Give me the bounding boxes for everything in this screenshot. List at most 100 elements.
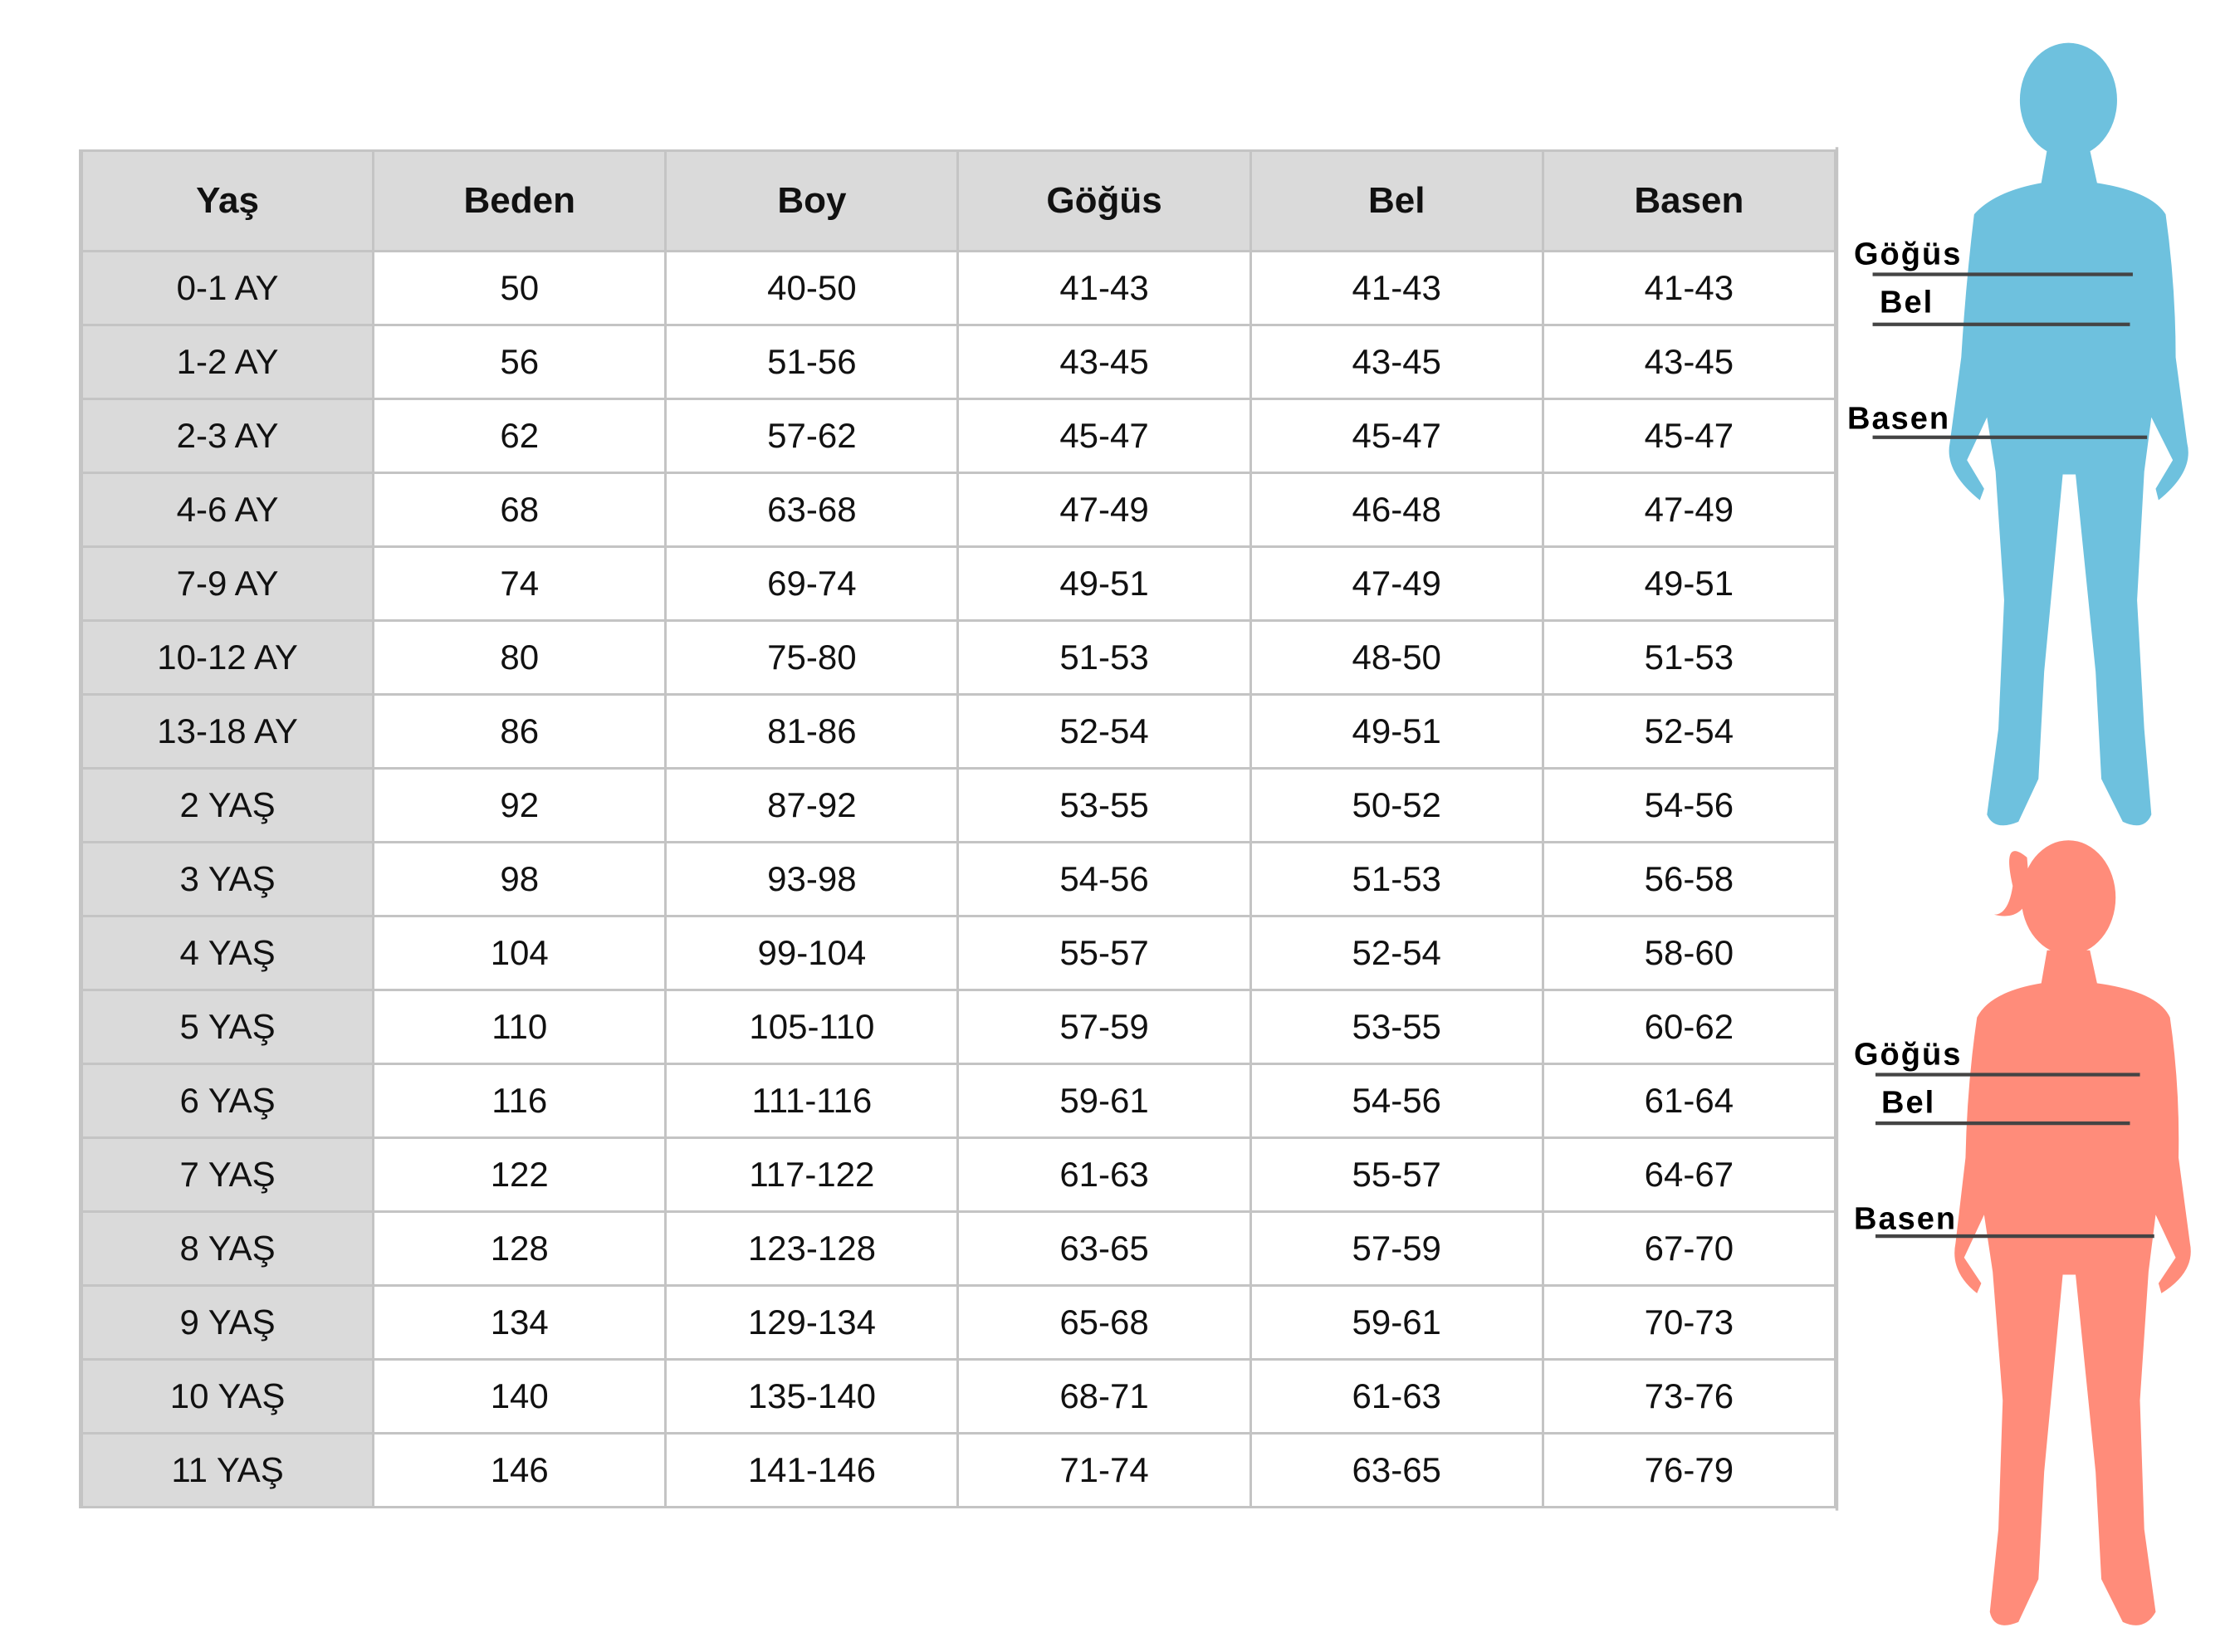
table-cell: 59-61 bbox=[1249, 1284, 1544, 1361]
table-cell: 123-128 bbox=[664, 1210, 960, 1287]
table-cell: 75-80 bbox=[664, 619, 960, 696]
age-cell: 2-3 AY bbox=[79, 398, 375, 474]
table-cell: 69-74 bbox=[664, 545, 960, 622]
column-header: Göğüs bbox=[956, 149, 1252, 252]
table-cell: 54-56 bbox=[1541, 767, 1837, 843]
girl-hip-label: Basen bbox=[1854, 1201, 1958, 1237]
table-cell: 80 bbox=[372, 619, 668, 696]
column-header: Boy bbox=[664, 149, 960, 252]
table-cell: 52-54 bbox=[956, 693, 1252, 770]
table-cell: 49-51 bbox=[956, 545, 1252, 622]
age-cell: 11 YAŞ bbox=[79, 1432, 375, 1508]
table-cell: 41-43 bbox=[1249, 250, 1544, 326]
table-cell: 41-43 bbox=[956, 250, 1252, 326]
table-cell: 71-74 bbox=[956, 1432, 1252, 1508]
table-cell: 40-50 bbox=[664, 250, 960, 326]
table-cell: 98 bbox=[372, 841, 668, 917]
table-cell: 46-48 bbox=[1249, 472, 1544, 548]
table-cell: 51-53 bbox=[1541, 619, 1837, 696]
table-cell: 61-64 bbox=[1541, 1063, 1837, 1139]
table-cell: 41-43 bbox=[1541, 250, 1837, 326]
table-row: 2-3 AY 62 57-62 45-47 45-47 45-47 bbox=[79, 398, 1837, 474]
table-cell: 87-92 bbox=[664, 767, 960, 843]
table-row: 4-6 AY 68 63-68 47-49 46-48 47-49 bbox=[79, 472, 1837, 548]
table-row: 10 YAŞ 140 135-140 68-71 61-63 73-76 bbox=[79, 1358, 1837, 1435]
table-cell: 99-104 bbox=[664, 915, 960, 991]
table-row: 0-1 AY 50 40-50 41-43 41-43 41-43 bbox=[79, 250, 1837, 326]
table-cell: 51-53 bbox=[956, 619, 1252, 696]
age-cell: 5 YAŞ bbox=[79, 989, 375, 1065]
age-cell: 7-9 AY bbox=[79, 545, 375, 622]
table-cell: 111-116 bbox=[664, 1063, 960, 1139]
age-cell: 10 YAŞ bbox=[79, 1358, 375, 1435]
table-row: 7-9 AY 74 69-74 49-51 47-49 49-51 bbox=[79, 545, 1837, 622]
table-cell: 50 bbox=[372, 250, 668, 326]
table-cell: 43-45 bbox=[1249, 324, 1544, 400]
table-header-row: Yaş Beden Boy Göğüs Bel Basen bbox=[79, 149, 1837, 252]
table-row: 3 YAŞ 98 93-98 54-56 51-53 56-58 bbox=[79, 841, 1837, 917]
table-cell: 73-76 bbox=[1541, 1358, 1837, 1435]
table-row: 10-12 AY 80 75-80 51-53 48-50 51-53 bbox=[79, 619, 1837, 696]
column-header: Yaş bbox=[79, 149, 375, 252]
table-cell: 93-98 bbox=[664, 841, 960, 917]
table-cell: 65-68 bbox=[956, 1284, 1252, 1361]
boy-body bbox=[1949, 149, 2188, 826]
table-cell: 129-134 bbox=[664, 1284, 960, 1361]
table-cell: 70-73 bbox=[1541, 1284, 1837, 1361]
table-cell: 116 bbox=[372, 1063, 668, 1139]
table-cell: 47-49 bbox=[1249, 545, 1544, 622]
table-cell: 63-65 bbox=[956, 1210, 1252, 1287]
boy-waist-label: Bel bbox=[1880, 285, 1934, 320]
table-cell: 50-52 bbox=[1249, 767, 1544, 843]
table-cell: 45-47 bbox=[956, 398, 1252, 474]
table-cell: 51-53 bbox=[1249, 841, 1544, 917]
table-row: 4 YAŞ 104 99-104 55-57 52-54 58-60 bbox=[79, 915, 1837, 991]
table-cell: 128 bbox=[372, 1210, 668, 1287]
table-cell: 104 bbox=[372, 915, 668, 991]
table-cell: 53-55 bbox=[1249, 989, 1544, 1065]
table-cell: 122 bbox=[372, 1136, 668, 1213]
table-row: 11 YAŞ 146 141-146 71-74 63-65 76-79 bbox=[79, 1432, 1837, 1508]
age-cell: 3 YAŞ bbox=[79, 841, 375, 917]
column-header: Beden bbox=[372, 149, 668, 252]
age-cell: 10-12 AY bbox=[79, 619, 375, 696]
table-row: 9 YAŞ 134 129-134 65-68 59-61 70-73 bbox=[79, 1284, 1837, 1361]
table-cell: 67-70 bbox=[1541, 1210, 1837, 1287]
age-cell: 13-18 AY bbox=[79, 693, 375, 770]
table-row: 1-2 AY 56 51-56 43-45 43-45 43-45 bbox=[79, 324, 1837, 400]
table-cell: 47-49 bbox=[1541, 472, 1837, 548]
table-cell: 59-61 bbox=[956, 1063, 1252, 1139]
table-cell: 64-67 bbox=[1541, 1136, 1837, 1213]
table-cell: 53-55 bbox=[956, 767, 1252, 843]
table-cell: 61-63 bbox=[956, 1136, 1252, 1213]
table-cell: 55-57 bbox=[1249, 1136, 1544, 1213]
table-cell: 63-65 bbox=[1249, 1432, 1544, 1508]
girl-chest-label: Göğüs bbox=[1854, 1037, 1963, 1073]
size-chart-table: Yaş Beden Boy Göğüs Bel Basen 0-1 AY 50 40-50 41… bbox=[79, 149, 1837, 1508]
age-cell: 8 YAŞ bbox=[79, 1210, 375, 1287]
table-cell: 110 bbox=[372, 989, 668, 1065]
table-cell: 47-49 bbox=[956, 472, 1252, 548]
measure-lines bbox=[1872, 272, 2154, 1239]
table-cell: 134 bbox=[372, 1284, 668, 1361]
table-cell: 60-62 bbox=[1541, 989, 1837, 1065]
table-cell: 68-71 bbox=[956, 1358, 1252, 1435]
table-cell: 43-45 bbox=[1541, 324, 1837, 400]
table-cell: 135-140 bbox=[664, 1358, 960, 1435]
age-cell: 9 YAŞ bbox=[79, 1284, 375, 1361]
girl-waist-label: Bel bbox=[1881, 1085, 1936, 1121]
table-cell: 57-62 bbox=[664, 398, 960, 474]
table-cell: 52-54 bbox=[1249, 915, 1544, 991]
table-cell: 105-110 bbox=[664, 989, 960, 1065]
table-cell: 76-79 bbox=[1541, 1432, 1837, 1508]
age-cell: 6 YAŞ bbox=[79, 1063, 375, 1139]
table-cell: 58-60 bbox=[1541, 915, 1837, 991]
girl-body bbox=[1954, 950, 2191, 1625]
table-cell: 140 bbox=[372, 1358, 668, 1435]
table-cell: 54-56 bbox=[956, 841, 1252, 917]
table-cell: 52-54 bbox=[1541, 693, 1837, 770]
column-header: Bel bbox=[1249, 149, 1544, 252]
boy-figure bbox=[1949, 42, 2188, 826]
girl-figure bbox=[1954, 840, 2191, 1625]
table-cell: 74 bbox=[372, 545, 668, 622]
